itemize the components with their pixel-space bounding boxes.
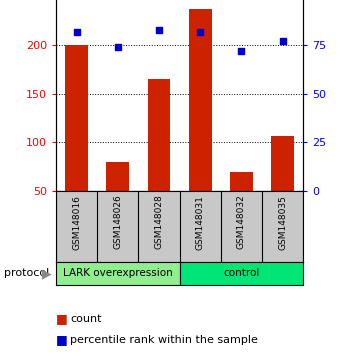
Text: GSM148016: GSM148016 (72, 195, 81, 250)
Point (115, 44, 121, 50)
Text: control: control (223, 268, 260, 279)
Text: GSM148031: GSM148031 (196, 195, 205, 250)
Text: GSM148032: GSM148032 (237, 195, 246, 250)
Bar (56, 262, 180, 285)
Text: GSM148028: GSM148028 (155, 195, 164, 250)
Point (280, 38, 286, 44)
Point (197, 29, 203, 34)
Bar (230, 172, 253, 240)
Point (156, 27, 162, 32)
Bar (271, 136, 294, 240)
Text: LARK overexpression: LARK overexpression (63, 268, 173, 279)
Point (74, 29, 79, 34)
Bar (65, 45, 88, 240)
Text: ■: ■ (56, 312, 68, 325)
Bar (106, 162, 129, 240)
Text: protocol: protocol (4, 268, 49, 279)
Text: ▶: ▶ (42, 267, 52, 280)
Text: GSM148035: GSM148035 (278, 195, 287, 250)
Text: count: count (70, 314, 102, 324)
Bar (189, 9, 212, 240)
Bar (180, 262, 303, 285)
Text: GSM148026: GSM148026 (113, 195, 122, 250)
Bar (148, 79, 170, 240)
Text: ■: ■ (56, 333, 68, 346)
Text: percentile rank within the sample: percentile rank within the sample (70, 335, 258, 345)
Point (239, 48, 244, 54)
